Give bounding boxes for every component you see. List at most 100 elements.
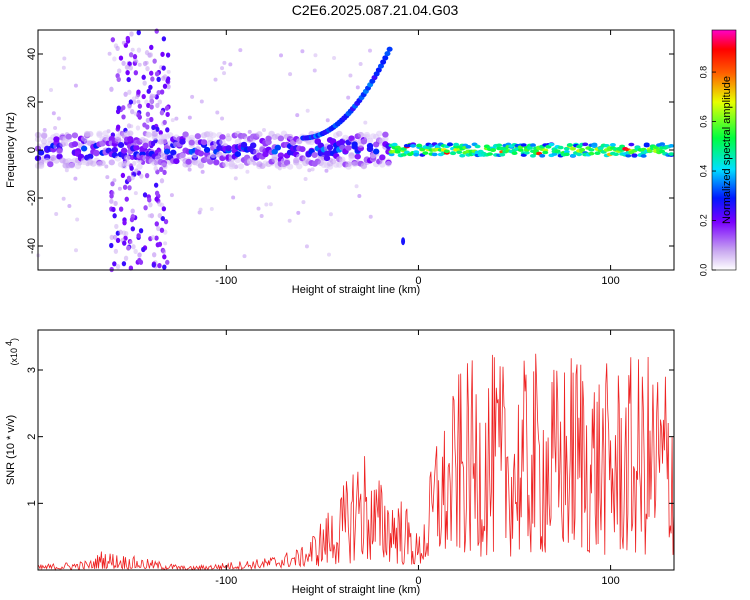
background-cell — [242, 254, 247, 259]
main-band-cell — [354, 153, 361, 160]
stripe-cell — [122, 240, 127, 246]
stripe-cell — [130, 208, 135, 214]
main-band-cell — [117, 142, 125, 149]
main-band-cell — [446, 142, 453, 147]
main-band-cell — [486, 152, 493, 156]
stripe-cell — [154, 71, 160, 77]
stripe-cell — [131, 244, 136, 250]
stripe-cell — [138, 228, 144, 234]
stripe-cell — [112, 213, 117, 219]
snr-scale-note-exponent: 4 — [4, 341, 14, 346]
stripe-cell — [148, 52, 154, 58]
main-band-cell — [625, 153, 632, 158]
stripe-cell — [157, 201, 162, 207]
main-band-cell — [182, 131, 189, 138]
stripe-cell — [110, 181, 115, 187]
stripe-cell — [129, 165, 134, 171]
main-band-cell — [456, 150, 463, 155]
main-band-cell — [563, 149, 570, 154]
main-band-cell — [459, 153, 466, 158]
main-band-cell — [465, 145, 472, 149]
main-band-cell — [179, 152, 186, 159]
main-band-cell — [588, 151, 595, 156]
main-band-cell — [336, 130, 343, 137]
snr-y-axis-label: SNR (10 * v/v) — [5, 415, 17, 485]
main-band-cell — [511, 151, 518, 155]
background-cell — [368, 48, 373, 53]
main-band-cell — [413, 150, 420, 154]
stripe-cell — [122, 184, 128, 190]
stripe-cell — [163, 229, 168, 235]
background-cell — [104, 164, 109, 169]
main-band-cell — [376, 130, 383, 137]
stripe-cell — [161, 249, 167, 255]
main-band-cell — [114, 155, 122, 162]
stripe-cell — [133, 248, 138, 255]
stripe-cell — [128, 52, 134, 58]
main-band-cell — [372, 148, 380, 155]
background-cell — [163, 241, 168, 246]
stripe-cell — [141, 74, 146, 80]
main-band-cell — [557, 145, 564, 150]
stripe-cell — [155, 102, 160, 109]
stripe-cell — [156, 225, 161, 232]
main-band-cell — [345, 161, 352, 168]
stripe-cell — [109, 242, 114, 249]
stripe-cell — [148, 202, 153, 208]
main-band-cell — [222, 161, 229, 168]
main-band-cell — [194, 133, 202, 140]
main-band-cell — [277, 135, 285, 142]
main-band-cell — [382, 131, 389, 138]
stripe-cell — [112, 261, 117, 267]
main-band-cell — [40, 132, 48, 139]
main-band-cell — [379, 154, 386, 161]
stripe-cell — [153, 182, 159, 188]
main-band-cell — [173, 158, 180, 165]
stripe-cell — [162, 254, 167, 260]
main-band-cell — [453, 142, 460, 147]
stripe-cell — [161, 36, 167, 42]
snr-scale-note-close: ) — [9, 338, 19, 341]
stripe-cell — [149, 116, 154, 123]
background-cell — [73, 176, 78, 181]
stripe-cell — [126, 76, 131, 83]
main-band-cell — [548, 142, 555, 147]
main-band-cell — [71, 132, 79, 139]
main-band-cell — [646, 149, 653, 153]
background-cell — [61, 65, 66, 70]
background-cell — [200, 169, 205, 174]
stripe-cell — [165, 259, 170, 265]
main-band-cell — [431, 152, 438, 157]
main-band-cell — [47, 161, 54, 168]
snr-x-tick-label: -100 — [215, 575, 237, 587]
background-cell — [296, 210, 301, 215]
background-cell — [332, 56, 337, 61]
spectrogram-y-tick-label: -40 — [26, 238, 38, 254]
main-band-cell — [394, 150, 401, 154]
stripe-cell — [156, 89, 161, 96]
snr-x-ticks: -100 0 100 — [215, 330, 620, 587]
main-band-cell — [99, 160, 106, 167]
background-cell — [261, 128, 266, 133]
main-band-cell — [250, 142, 257, 149]
stripe-cell — [149, 70, 154, 76]
main-band-cell — [296, 138, 303, 145]
background-cell — [346, 95, 351, 100]
main-band-cell — [203, 146, 211, 153]
stripe-cell — [154, 190, 160, 196]
stripe-cell — [159, 89, 165, 95]
main-band-cell — [591, 142, 598, 147]
background-cell — [328, 212, 333, 217]
main-band-cell — [133, 144, 140, 151]
stripe-cell — [109, 193, 114, 199]
stripe-cell — [130, 226, 136, 232]
stripe-cell — [115, 124, 121, 130]
main-band-cell — [579, 147, 586, 152]
stripe-cell — [121, 60, 126, 66]
stripe-cell — [157, 99, 163, 105]
background-cell — [268, 202, 273, 207]
stripe-cell — [125, 70, 130, 76]
spectrogram-panel: -100 0 100 -40 -20 0 20 40 Height of straight … — [5, 28, 675, 296]
stripe-cell — [145, 117, 151, 123]
background-cell — [67, 204, 72, 209]
